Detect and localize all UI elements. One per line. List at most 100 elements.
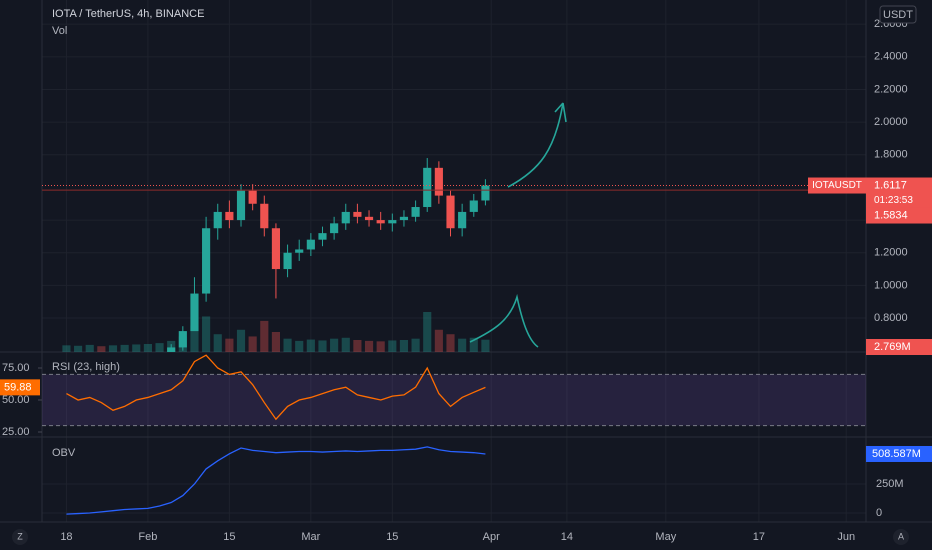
candle-body <box>364 216 374 221</box>
candle-body <box>411 207 420 217</box>
candle-body <box>202 228 211 294</box>
candle-body <box>330 223 339 234</box>
volume-bar <box>97 346 106 352</box>
y-tick-label: 1.2000 <box>874 247 908 259</box>
volume-tag-label: 2.769M <box>874 341 911 353</box>
obv-tick-label: 0 <box>876 507 882 519</box>
price-line-tag <box>866 207 932 224</box>
x-tick-label: 18 <box>60 531 72 543</box>
volume-bar <box>85 344 94 352</box>
countdown: 01:23:53 <box>874 195 913 206</box>
candle-body <box>469 200 478 212</box>
currency-button-label[interactable]: USDT <box>883 9 913 21</box>
volume-bar <box>236 329 246 352</box>
volume-bar <box>190 325 199 352</box>
candle-body <box>178 331 187 348</box>
volume-bar <box>446 334 455 352</box>
volume-bar <box>132 344 141 352</box>
candle-body <box>318 233 327 240</box>
obv-line <box>66 446 486 515</box>
candle-body <box>213 211 222 229</box>
volume-bar <box>388 340 397 352</box>
price-tag <box>866 177 932 209</box>
x-tick-label: Apr <box>483 531 500 543</box>
x-tick-label: Mar <box>301 531 320 543</box>
candle-body <box>353 211 362 217</box>
volume-bar <box>260 320 269 352</box>
candle-body <box>376 220 385 224</box>
volume-bar <box>399 340 409 352</box>
candle-body <box>271 228 281 270</box>
volume-bar <box>120 344 129 352</box>
volume-bar <box>423 312 432 352</box>
obv-tick-label: 250M <box>876 478 904 490</box>
annotation-curve <box>469 293 539 348</box>
x-tick-label: Feb <box>138 531 157 543</box>
candle-body <box>236 190 246 221</box>
volume-bar <box>469 337 478 352</box>
rsi-line <box>66 354 486 421</box>
volume-bar <box>202 316 211 352</box>
candles <box>167 158 490 352</box>
candle-body <box>283 252 292 270</box>
candle-body <box>306 239 315 250</box>
rsi-tag <box>0 379 40 396</box>
candle-body <box>423 167 432 208</box>
volume-bar <box>74 345 83 352</box>
rsi-tick-label: 50.00 <box>2 394 30 406</box>
volume-bar <box>225 338 234 352</box>
volume-bar <box>364 340 374 352</box>
y-tick-label: 2.0000 <box>874 116 908 128</box>
candle-body <box>295 249 304 253</box>
volume-bar <box>248 336 257 352</box>
volume-bar <box>481 339 490 352</box>
volume-bar <box>306 339 315 352</box>
candle-body <box>388 220 397 224</box>
volume-bar <box>108 345 118 352</box>
volume-tag <box>866 339 932 355</box>
corner-button-label[interactable]: Z <box>17 531 23 541</box>
marks: 18 Feb 15 Mar 15 Apr 14 May 17 Jun 0.8000 1.0000 1.2… <box>0 18 932 543</box>
volume-bar <box>271 332 281 352</box>
chart-title: IOTA / TetherUS, 4h, BINANCE <box>52 8 204 20</box>
x-tick-label: 14 <box>561 531 573 543</box>
rsi-tick-label: 75.00 <box>2 362 30 374</box>
rsi-band <box>42 374 866 426</box>
candle-body <box>446 195 455 229</box>
candle-body <box>458 211 467 229</box>
symbol-tag-label: IOTAUSDT <box>812 180 862 191</box>
candle-body <box>481 185 490 201</box>
volume-bar <box>213 334 222 352</box>
corner-button-label[interactable]: A <box>898 531 904 541</box>
candle-body <box>167 347 176 352</box>
volume-bar <box>353 340 362 352</box>
currency-button[interactable] <box>879 5 917 24</box>
volume-bar <box>411 338 420 352</box>
x-tick-label: 15 <box>223 531 235 543</box>
x-tick-label: 17 <box>753 531 765 543</box>
rsi-label: RSI (23, high) <box>52 361 120 373</box>
y-tick-label: 1.0000 <box>874 279 908 291</box>
volume-bar <box>318 340 327 352</box>
corner-button[interactable] <box>12 529 28 545</box>
obv-label: OBV <box>52 447 76 459</box>
corner-button[interactable] <box>893 529 909 545</box>
volume-bar <box>458 338 467 352</box>
candle-body <box>260 203 269 229</box>
rsi-tick-label: 25.00 <box>2 426 30 438</box>
volume-bar <box>295 340 304 352</box>
candle-body <box>248 190 257 204</box>
y-tick-label: 2.4000 <box>874 51 908 63</box>
x-tick-label: 15 <box>386 531 398 543</box>
volume-bar <box>283 338 292 352</box>
price-line-tag-label: 1.5834 <box>874 209 908 221</box>
candle-body <box>399 216 409 221</box>
y-tick-label: 2.2000 <box>874 83 908 95</box>
y-tick-label: 0.8000 <box>874 312 908 324</box>
obv-tag <box>866 445 932 462</box>
candle-body <box>225 211 234 221</box>
price-tag-label: 1.6117 <box>874 179 907 191</box>
volume-bar <box>434 329 443 352</box>
